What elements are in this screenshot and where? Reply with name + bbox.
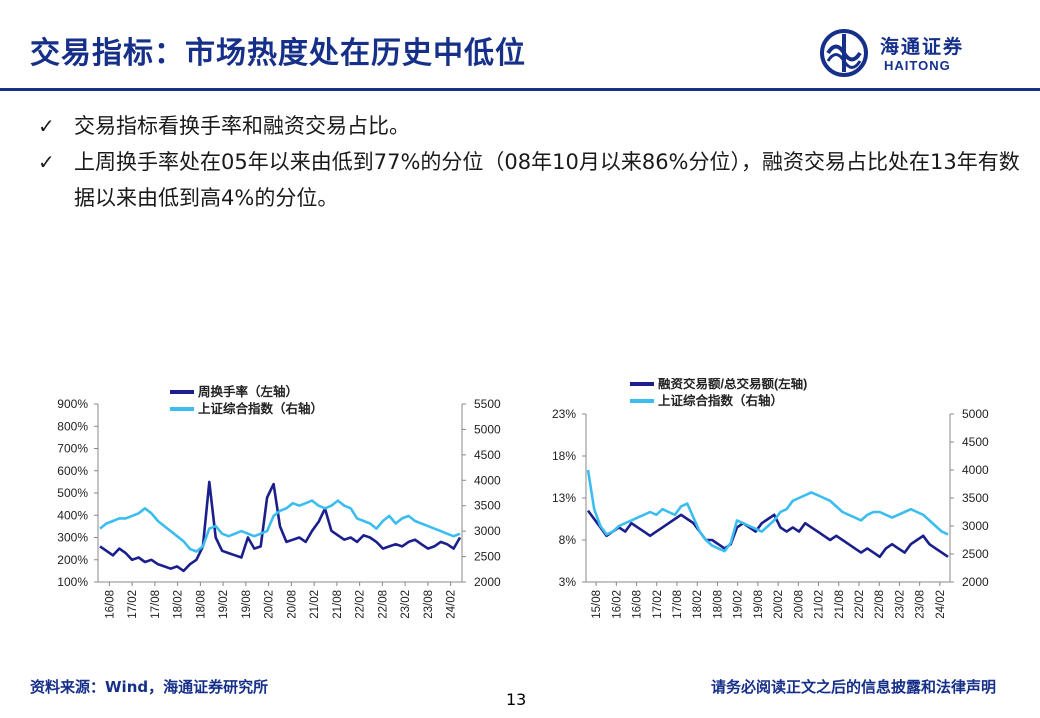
disclaimer: 请务必阅读正文之后的信息披露和法律声明 [710,678,996,696]
left-axis-tick-label: 800% [57,419,88,433]
left-axis-tick-label: 13% [552,491,576,505]
right-axis-tick-label: 4000 [962,463,989,477]
series-line-left [586,509,949,559]
x-axis-tick-label: 22/02 [355,590,367,619]
right-axis-tick-label: 4500 [962,435,989,449]
x-axis-tick-label: 23/08 [915,590,927,619]
left-axis-tick-label: 18% [552,449,576,463]
left-axis-tick-label: 8% [559,533,577,547]
x-axis-tick-label: 20/02 [264,590,276,619]
x-axis-tick-label: 17/02 [127,590,139,619]
checkmark-icon: ✓ [38,114,55,138]
left-axis-tick-label: 300% [57,531,88,545]
x-axis-tick-label: 17/08 [672,590,684,619]
left-axis-tick-label: 100% [57,575,88,589]
turnover-chart: 100% 200% 300% 400% 500% 600% 700% 800% 900% 2000… [40,378,510,642]
haitong-emblem-icon [820,29,868,77]
x-axis-tick-label: 19/02 [733,590,745,619]
series-line-right [586,469,949,553]
x-axis-tick-label: 18/08 [712,590,724,619]
x-axis-tick-label: 16/08 [104,590,116,619]
x-axis-tick-label: 19/02 [218,590,230,619]
right-axis-tick-label: 2000 [962,575,989,589]
bullet-text: 上周换手率处在05年以来由低到77%的分位（08年10月以来86%分位），融资交… [74,150,1020,210]
right-axis-tick-label: 3000 [962,519,989,533]
right-axis-tick-label: 2500 [474,550,501,564]
x-axis-tick-label: 18/02 [173,590,185,619]
page-number: 13 [506,690,527,709]
right-axis-tick-label: 4500 [474,448,501,462]
logo-english-name: HAITONG [884,58,951,73]
bullet-item: ✓ 上周换手率处在05年以来由低到77%的分位（08年10月以来86%分位），融… [38,144,1028,216]
legend-label: 上证综合指数（右轴） [198,401,323,416]
x-axis-tick-label: 23/08 [423,590,435,619]
left-axis-tick-label: 600% [57,464,88,478]
margin-ratio-chart-svg: 3% 8% 13% 18% 23% 2000 2500 3000 3500 4000 4500 500… [552,376,989,619]
x-axis-tick-label: 16/02 [611,590,623,619]
right-axis-tick-label: 2000 [474,575,501,589]
x-axis-tick-label: 19/08 [753,590,765,619]
right-axis-tick-label: 2500 [962,547,989,561]
right-axis-tick-label: 5000 [474,422,501,436]
right-axis-tick-label: 5000 [962,407,989,421]
x-axis-tick-label: 20/02 [773,590,785,619]
x-axis-tick-label: 24/02 [446,590,458,619]
margin-ratio-chart: 3% 8% 13% 18% 23% 2000 2500 3000 3500 4000 4500 500… [528,376,1008,642]
x-axis-tick-label: 22/08 [377,590,389,619]
x-axis-tick-label: 19/08 [241,590,253,619]
bullet-item: ✓ 交易指标看换手率和融资交易占比。 [38,108,1028,144]
x-axis-tick-label: 21/02 [814,590,826,619]
page-title: 交易指标：市场热度处在历史中低位 [30,36,526,71]
logo-chinese-name: 海通证券 [880,36,965,58]
x-axis-tick-label: 15/08 [591,590,603,619]
legend-label: 上证综合指数（右轴） [658,393,783,408]
title-divider [0,88,1040,91]
x-axis-tick-label: 22/08 [874,590,886,619]
right-axis-tick-label: 3000 [474,524,501,538]
right-axis-tick-label: 5500 [474,397,501,411]
x-axis-tick-label: 18/02 [692,590,704,619]
x-axis-tick-label: 20/08 [793,590,805,619]
x-axis-tick-label: 22/02 [854,590,866,619]
left-axis-tick-label: 400% [57,508,88,522]
x-axis-tick-label: 20/08 [286,590,298,619]
left-axis-tick-label: 3% [559,575,577,589]
x-axis-tick-label: 23/02 [894,590,906,619]
left-axis-tick-label: 23% [552,407,576,421]
x-axis-tick-label: 18/08 [195,590,207,619]
bullet-list: ✓ 交易指标看换手率和融资交易占比。 ✓ 上周换手率处在05年以来由低到77%的… [38,108,1028,216]
legend-label: 周换手率（左轴） [198,384,298,399]
x-axis-tick-label: 17/02 [652,590,664,619]
left-axis-tick-label: 700% [57,442,88,456]
company-logo: 海通证券 HAITONG [818,28,1008,78]
right-axis-tick-label: 3500 [962,491,989,505]
x-axis-tick-label: 23/02 [400,590,412,619]
series-line-left [99,480,462,573]
right-axis-tick-label: 4000 [474,473,501,487]
x-axis-tick-label: 21/08 [834,590,846,619]
right-axis-tick-label: 3500 [474,499,501,513]
legend-label: 融资交易额/总交易额(左轴) [658,378,807,391]
bullet-text: 交易指标看换手率和融资交易占比。 [74,114,410,138]
x-axis-tick-label: 21/02 [309,590,321,619]
left-axis-tick-label: 900% [57,397,88,411]
source-note: 资料来源：Wind，海通证券研究所 [30,678,269,696]
x-axis-tick-label: 24/02 [935,590,947,619]
left-axis-tick-label: 200% [57,553,88,567]
x-axis-tick-label: 16/08 [632,590,644,619]
turnover-chart-svg: 100% 200% 300% 400% 500% 600% 700% 800% 900% 2000… [57,384,501,619]
x-axis-tick-label: 17/08 [150,590,162,619]
x-axis-tick-label: 21/08 [332,590,344,619]
series-line-right [99,499,461,553]
checkmark-icon: ✓ [38,150,55,174]
left-axis-tick-label: 500% [57,486,88,500]
